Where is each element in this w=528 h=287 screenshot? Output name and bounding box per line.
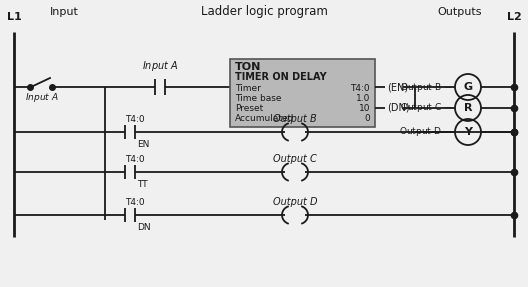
FancyBboxPatch shape — [230, 59, 375, 127]
Text: Output C: Output C — [273, 154, 317, 164]
Text: (EN): (EN) — [387, 82, 408, 92]
Text: 1.0: 1.0 — [356, 94, 370, 103]
Text: (DN): (DN) — [387, 103, 410, 113]
Text: Timer: Timer — [235, 84, 261, 93]
Text: Output D: Output D — [273, 197, 317, 207]
Text: R: R — [464, 103, 472, 113]
Text: 10: 10 — [359, 104, 370, 113]
Text: T4:0: T4:0 — [351, 84, 370, 93]
Text: L2: L2 — [507, 12, 521, 22]
Text: T4:0: T4:0 — [125, 115, 145, 124]
Text: $\mathit{Input\ A}$: $\mathit{Input\ A}$ — [25, 91, 59, 104]
Text: Output D $-$: Output D $-$ — [400, 125, 452, 139]
Text: Time base: Time base — [235, 94, 281, 103]
Text: TON: TON — [235, 62, 261, 72]
Text: EN: EN — [137, 140, 149, 149]
Text: Preset: Preset — [235, 104, 263, 113]
Text: TIMER ON DELAY: TIMER ON DELAY — [235, 72, 327, 82]
Text: DN: DN — [137, 223, 150, 232]
Text: 0: 0 — [364, 114, 370, 123]
Text: Output C $-$: Output C $-$ — [400, 102, 452, 115]
Text: Accumulated: Accumulated — [235, 114, 295, 123]
Text: Input: Input — [50, 7, 79, 17]
Text: TT: TT — [137, 180, 148, 189]
Text: $\mathit{Input\ A}$: $\mathit{Input\ A}$ — [142, 59, 178, 73]
Text: Output B: Output B — [273, 114, 317, 124]
Text: T4:0: T4:0 — [125, 155, 145, 164]
Text: L1: L1 — [7, 12, 21, 22]
Text: Y: Y — [464, 127, 472, 137]
Text: Ladder logic program: Ladder logic program — [201, 5, 327, 18]
Text: Outputs: Outputs — [438, 7, 482, 17]
Text: Output B $-$: Output B $-$ — [400, 80, 452, 94]
Text: G: G — [464, 82, 473, 92]
Text: T4:0: T4:0 — [125, 198, 145, 207]
